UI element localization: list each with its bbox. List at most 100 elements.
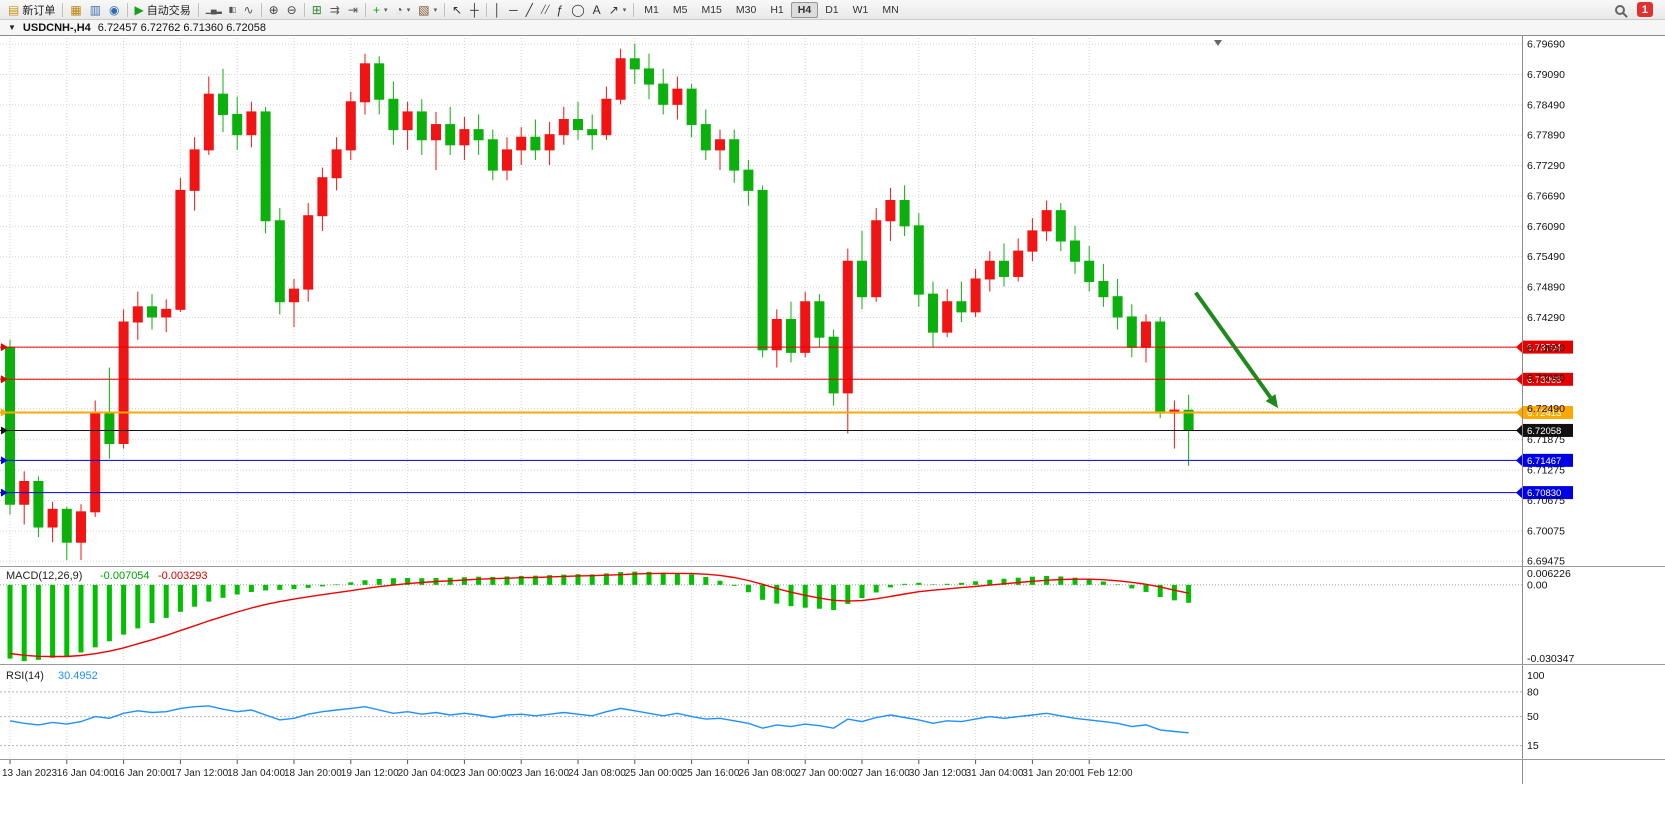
zoom-out-icon: ⊖	[286, 2, 297, 17]
toolbar-separator	[485, 2, 487, 17]
quote-panel-toggle-icon[interactable]: ▼	[8, 23, 16, 32]
text-button[interactable]: A	[589, 1, 605, 19]
candle	[33, 480, 44, 528]
trend-arrow[interactable]	[1194, 291, 1273, 399]
candle	[274, 220, 285, 303]
arrows-button[interactable]: ↗ ▾	[605, 1, 631, 19]
new-order-icon: ▤	[8, 2, 20, 17]
periods-button[interactable]: ◔ ▾	[391, 1, 414, 19]
candle	[76, 511, 86, 543]
vertical-line-button[interactable]: │	[490, 1, 506, 19]
timeframe-d1-button[interactable]: D1	[825, 3, 839, 16]
tile-windows-button[interactable]: ⊞	[308, 1, 326, 19]
time-label: 24 Jan 08:00	[568, 768, 626, 779]
candle	[544, 134, 555, 151]
crosshair-button[interactable]: ┼	[466, 1, 483, 19]
auto-scroll-button[interactable]: ⇉	[326, 1, 344, 19]
price-tag-label: 6.73704	[1527, 343, 1561, 354]
new-order-button[interactable]: ▤ 新订单	[4, 1, 59, 19]
trendline-button[interactable]: ╱	[522, 1, 537, 19]
cursor-button[interactable]: ↖	[448, 1, 466, 19]
timeframe-w1-button[interactable]: W1	[852, 3, 869, 16]
toolbar-separator	[444, 2, 446, 17]
candle	[345, 101, 356, 151]
price-tag	[1523, 372, 1573, 386]
channel-button[interactable]: ╱╱	[537, 1, 553, 19]
timeframe-m30-button[interactable]: M30	[735, 3, 757, 16]
candle	[147, 306, 157, 318]
timeframe-m15-button[interactable]: M15	[701, 3, 722, 16]
trend-arrow-head	[1265, 393, 1279, 409]
zoom-out-button[interactable]: ⊖	[283, 1, 301, 19]
chart-title-bar: ▼ USDCNH-,H4 6.72457 6.72762 6.71360 6.7…	[0, 20, 1665, 36]
chart-background-layer	[0, 36, 1665, 831]
indicators-icon: +	[372, 2, 380, 17]
candle	[516, 136, 527, 151]
price-tag-notch	[1516, 340, 1523, 354]
price-tag-notch	[1516, 453, 1523, 467]
autotrading-button[interactable]: ▶ 自动交易	[131, 1, 195, 19]
time-label: 18 Jan 20:00	[284, 768, 342, 779]
chart-ohlc-quote: 6.72457 6.72762 6.71360 6.72058	[97, 21, 266, 34]
candle	[203, 93, 214, 151]
fibonacci-button[interactable]: ƒ	[553, 1, 568, 19]
price-axis-label: 6.73090	[1527, 373, 1565, 385]
horizontal-line-button[interactable]: ─	[505, 1, 522, 19]
price-axis-label: 6.78490	[1527, 99, 1565, 111]
profiles-button[interactable]: ▥	[86, 1, 105, 19]
candle	[1155, 321, 1166, 414]
periods-caret-icon: ▾	[406, 6, 411, 14]
arrows-caret-icon: ▾	[622, 6, 627, 14]
candle	[984, 260, 995, 280]
shapes-button[interactable]: ◯	[567, 1, 588, 19]
candle	[175, 189, 186, 310]
time-label: 27 Jan 00:00	[795, 768, 853, 779]
new-chart-button[interactable]: ▦	[66, 1, 85, 19]
candle	[1141, 321, 1151, 348]
candle	[715, 139, 725, 151]
candle	[402, 111, 413, 131]
macd-axis-label: 0.006226	[1527, 568, 1571, 580]
candle	[445, 124, 456, 146]
autotrading-button-label: 自动交易	[146, 4, 191, 17]
notification-badge[interactable]: 1	[1636, 2, 1653, 17]
time-label: 31 Jan 20:00	[1022, 768, 1080, 779]
candle	[928, 293, 938, 333]
candle	[47, 508, 58, 528]
toolbar-separator	[62, 2, 64, 17]
candle	[729, 139, 740, 171]
time-label: 18 Jan 04:00	[227, 768, 285, 779]
zoom-in-button[interactable]: ⊕	[265, 1, 283, 19]
timeframe-m5-button[interactable]: M5	[672, 3, 688, 16]
timeframe-mn-button[interactable]: MN	[882, 3, 899, 16]
candle	[1112, 296, 1123, 318]
timeframe-h4-button[interactable]: H4	[790, 1, 819, 18]
chart-shift-button[interactable]: ⇥	[344, 1, 362, 19]
timeframe-m1-button[interactable]: M1	[644, 3, 659, 16]
chart-canvas[interactable]: MACD(12,26,9) -0.007054 -0.003293 0.0062260…	[0, 36, 1665, 831]
price-tag-label: 6.70830	[1527, 488, 1561, 499]
indicators-caret-icon: ▾	[383, 6, 388, 14]
price-tag-label: 6.72413	[1527, 408, 1561, 419]
candle	[828, 336, 839, 394]
refresh-icon: ◉	[109, 2, 120, 17]
timeframe-h1-button[interactable]: H1	[770, 3, 784, 16]
search-icon[interactable]	[1614, 4, 1625, 15]
bar-chart-button[interactable]: ▁▄▂	[202, 1, 225, 19]
candle	[956, 301, 967, 313]
candlestick-chart-button[interactable]: ▮▯	[225, 1, 240, 19]
time-label: 27 Jan 16:00	[852, 768, 910, 779]
price-axis-label: 6.71275	[1527, 465, 1565, 477]
candle	[118, 321, 129, 445]
candle	[871, 220, 882, 298]
time-label: 31 Jan 04:00	[966, 768, 1024, 779]
refresh-button[interactable]: ◉	[105, 1, 123, 19]
indicators-button[interactable]: + ▾	[369, 1, 392, 19]
price-axis-label: 6.74290	[1527, 312, 1565, 324]
toolbar-separator	[126, 2, 128, 17]
line-chart-button[interactable]: ∿	[240, 1, 258, 19]
templates-button[interactable]: ▧ ▾	[414, 1, 441, 19]
candle	[260, 111, 271, 222]
templates-caret-icon: ▾	[433, 6, 438, 14]
toolbar-separator	[364, 2, 366, 17]
